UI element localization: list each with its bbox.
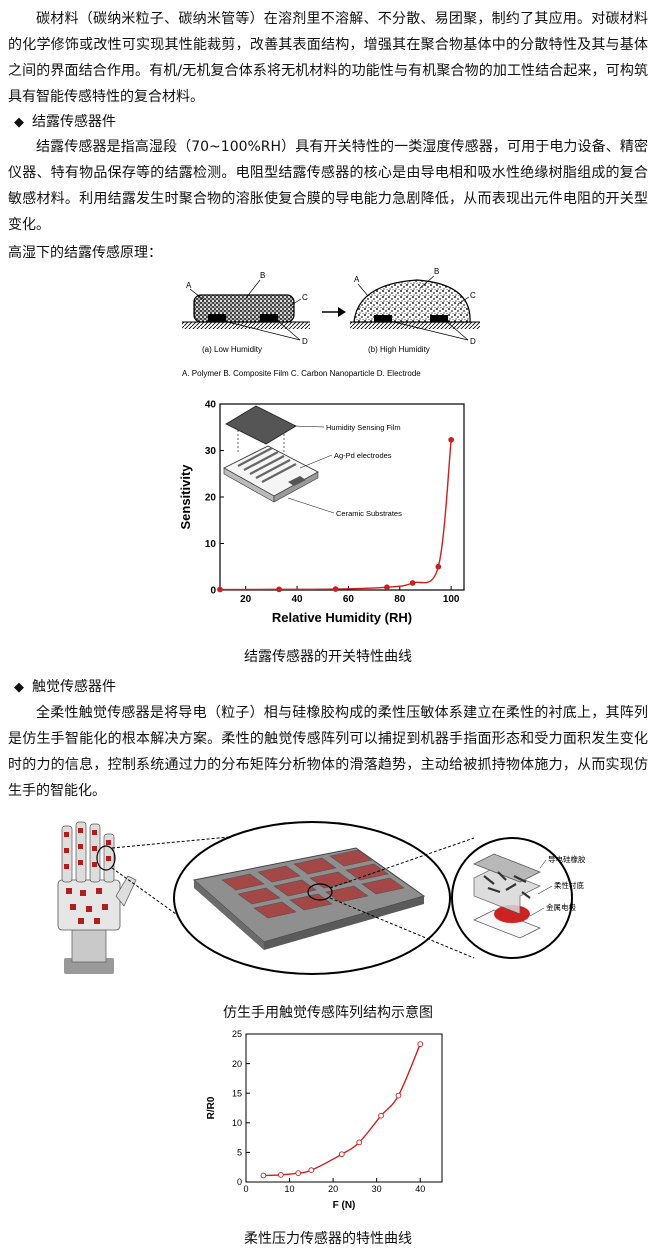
electrode-b2 — [430, 315, 448, 322]
sensing-film-icon — [225, 405, 297, 445]
pressure-sensor-chart: 0 10 20 30 40 0 5 10 15 20 25 F (N) R/R0 — [206, 1029, 443, 1211]
electrode-a1 — [208, 314, 226, 322]
y-tick-label: 30 — [205, 446, 217, 457]
data-point — [338, 1151, 345, 1158]
principle-label: 高湿下的结露传感原理： — [8, 245, 162, 261]
x-tick-label: 40 — [415, 1184, 425, 1194]
data-point — [217, 586, 223, 593]
substrate-a — [182, 322, 310, 329]
x-tick-label: 60 — [343, 594, 355, 605]
data-point — [276, 586, 282, 593]
x-tick-label: 100 — [443, 594, 460, 605]
composite-film-high — [353, 279, 471, 323]
data-point — [277, 1172, 284, 1178]
x-tick-label: 40 — [291, 594, 303, 605]
electrode-b1 — [374, 315, 392, 322]
tactile-paragraph: 全柔性触觉传感器是将导电（粒子）相与硅橡胶构成的柔性压敏体系建立在柔性的衬底上，… — [8, 705, 648, 799]
data-point — [409, 580, 416, 586]
sensor-cell-icon — [473, 853, 541, 939]
plot-frame — [245, 1033, 443, 1183]
label-b-right: B — [434, 267, 439, 276]
x-tick-label: 80 — [394, 594, 406, 605]
data-point — [417, 1041, 424, 1047]
label-c-left: C — [302, 293, 308, 302]
data-point — [260, 1172, 267, 1179]
x-axis-label: F (N) — [333, 1200, 356, 1211]
panel-b-label: (b) High Humidity — [368, 345, 430, 354]
data-point — [395, 1092, 402, 1099]
y-axis-label: R/R0 — [206, 1096, 217, 1119]
intro-paragraph: 碳材料（碳纳米粒子、碳纳米管等）在溶剂里不溶解、不分散、易团聚，制约了其应用。对… — [8, 11, 648, 105]
tactile-array-icon — [192, 847, 426, 950]
label-flexible-substrate: 柔性衬底 — [554, 880, 584, 890]
section-heading-tactile: ◆ 触觉传感器件 — [14, 675, 116, 700]
label-metal-electrode: 金属电极 — [546, 902, 576, 912]
heading-text: 结露传感器件 — [32, 114, 116, 130]
x-tick-label: 20 — [328, 1184, 338, 1194]
data-point — [448, 436, 455, 443]
data-point — [378, 1112, 384, 1119]
inset-film-label: Humidity Sensing Film — [326, 423, 401, 432]
label-d-left: D — [302, 337, 308, 346]
figure2-caption: 结露传感器的开关特性曲线 — [244, 649, 412, 665]
section-heading-condensation: ◆ 结露传感器件 — [14, 110, 116, 135]
y-tick-label: 10 — [232, 1118, 242, 1128]
x-tick-label: 0 — [243, 1184, 248, 1194]
x-tick-label: 10 — [285, 1184, 295, 1194]
inset-substrate-label: Ceramic Substrates — [336, 509, 402, 518]
y-axis-label: Sensitivity — [178, 464, 193, 530]
y-tick-label: 15 — [232, 1088, 242, 1098]
panel-a-label: (a) Low Humidity — [202, 345, 262, 354]
label-c-right: C — [470, 291, 476, 300]
label-b-left: B — [260, 271, 265, 280]
figure1-legend: A. Polymer B. Composite Film C. Carbon N… — [182, 369, 421, 378]
label-d-right: D — [470, 337, 476, 346]
y-tick-label: 0 — [237, 1177, 242, 1187]
inset-electrodes-label: Ag-Pd electrodes — [334, 451, 392, 460]
y-tick-label: 20 — [205, 493, 217, 504]
substrate-b — [350, 322, 480, 329]
figure3-caption: 仿生手用触觉传感阵列结构示意图 — [223, 1005, 433, 1021]
humidity-sensitivity-chart: Humidity Sensing Film Ag-Pd electrodes C… — [178, 400, 465, 625]
zoom-circle-small — [96, 845, 116, 871]
y-tick-label: 5 — [237, 1148, 242, 1158]
y-tick-label: 25 — [232, 1029, 242, 1039]
y-tick-label: 40 — [205, 400, 217, 411]
sensor-inset: Humidity Sensing Film Ag-Pd electrodes C… — [223, 405, 402, 518]
label-a-left: A — [186, 281, 192, 290]
data-point — [356, 1139, 363, 1146]
label-conductive-rubber: 导电硅橡胶 — [548, 854, 586, 864]
figure4-caption: 柔性压力传感器的特性曲线 — [244, 1231, 412, 1247]
interdigital-electrodes-icon — [237, 447, 297, 483]
y-tick-label: 20 — [232, 1059, 242, 1069]
diamond-bullet-icon: ◆ — [14, 115, 24, 130]
data-point — [332, 586, 339, 592]
y-tick-label: 0 — [210, 586, 216, 597]
x-tick-label: 20 — [240, 594, 252, 605]
y-tick-label: 10 — [205, 539, 217, 550]
electrode-a2 — [260, 314, 278, 322]
robot-hand-icon — [57, 821, 137, 974]
heading-text: 触觉传感器件 — [32, 679, 116, 695]
data-point — [384, 584, 390, 591]
condensation-paragraph: 结露传感器是指高湿段（70~100%RH）具有开关特性的一类湿度传感器，可用于电… — [8, 139, 648, 233]
data-point — [295, 1170, 302, 1176]
data-point — [308, 1167, 315, 1174]
diamond-bullet-icon: ◆ — [14, 680, 24, 695]
data-point — [435, 563, 442, 570]
x-tick-label: 30 — [372, 1184, 382, 1194]
label-a-right: A — [354, 275, 360, 284]
x-axis-label: Relative Humidity (RH) — [272, 610, 412, 625]
condensation-principle-figure: A B C D A B C D (a) Low Humidity (b) Hig… — [182, 267, 480, 378]
bionic-hand-figure: 导电硅橡胶 柔性衬底 金属电极 — [57, 821, 586, 975]
